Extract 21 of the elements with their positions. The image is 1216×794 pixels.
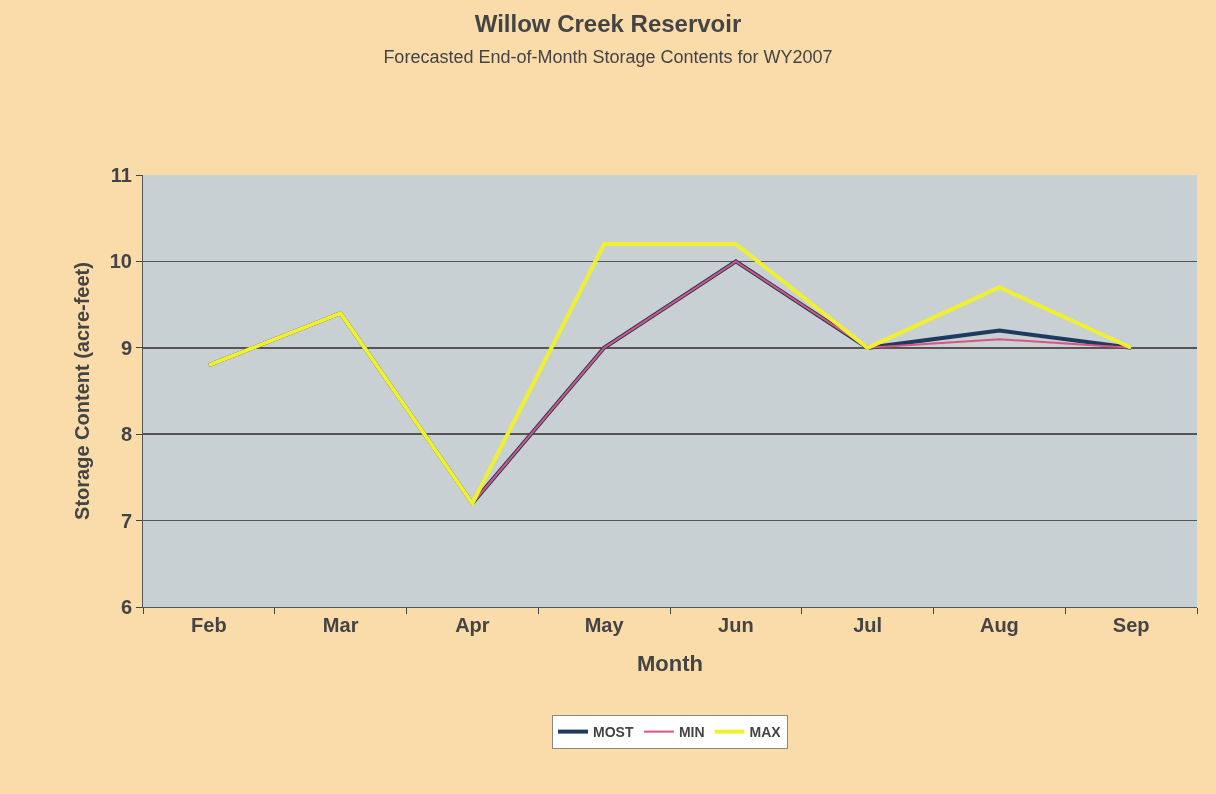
y-tick-label: 9 bbox=[120, 336, 132, 359]
legend-label: MIN bbox=[678, 724, 705, 741]
x-tick-label: May bbox=[584, 614, 625, 636]
y-tick-label: 8 bbox=[120, 423, 132, 446]
y-tick-label: 6 bbox=[120, 596, 132, 618]
x-tick-label: Apr bbox=[455, 614, 490, 636]
legend-label: MAX bbox=[749, 724, 782, 741]
legend-label: MOST bbox=[593, 724, 634, 741]
y-tick-label: 11 bbox=[110, 164, 132, 186]
chart-title: Willow Creek Reservoir bbox=[474, 9, 742, 37]
x-tick-label: Feb bbox=[191, 614, 227, 636]
x-tick-label: Jun bbox=[718, 614, 754, 636]
chart-subtitle: Forecasted End-of-Month Storage Contents for WY2007 bbox=[383, 46, 833, 67]
x-tick-label: Mar bbox=[322, 614, 359, 636]
x-tick-label: Aug bbox=[979, 614, 1019, 636]
y-axis-title: Storage Content (acre-feet) bbox=[71, 262, 94, 520]
x-tick-label: Sep bbox=[1112, 614, 1150, 636]
y-tick-label: 7 bbox=[120, 509, 132, 532]
x-tick-label: Jul bbox=[853, 614, 883, 636]
y-tick-label: 10 bbox=[109, 250, 132, 273]
x-axis-title: Month bbox=[637, 650, 703, 676]
